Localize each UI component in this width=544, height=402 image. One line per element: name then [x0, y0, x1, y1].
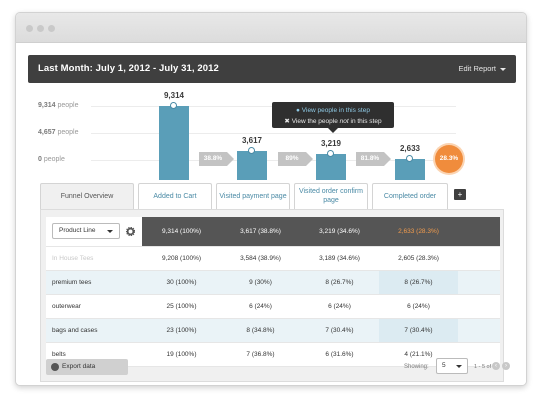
table-cell: 6 (24%) [300, 294, 379, 319]
chevron-down-icon [456, 365, 462, 368]
header-cell: 3,617 (38.8%) [221, 217, 300, 247]
bar-value-label: 9,314 [163, 91, 185, 100]
add-step-button[interactable]: + [454, 189, 466, 200]
step-tooltip: ● View people in this step ✖ View the pe… [272, 102, 394, 133]
bar-marker-icon [327, 150, 334, 157]
table-cell: 3,189 (34.6%) [300, 246, 379, 271]
tab-completed-order[interactable]: Completed order [372, 183, 448, 209]
bar-marker-icon [406, 155, 413, 162]
tab-visited-payment-page[interactable]: Visited payment page [216, 183, 290, 209]
row-label: outerwear [46, 294, 142, 319]
y-label-zero: 0 people [38, 156, 65, 163]
table-row[interactable]: outerwear 25 (100%) 6 (24%) 6 (24%) 6 (2… [46, 294, 500, 319]
funnel-bar[interactable] [395, 159, 425, 180]
y-label-mid: 4,657 people [38, 129, 79, 136]
funnel-bar[interactable] [237, 151, 267, 180]
window-dot-icon[interactable] [26, 25, 33, 32]
edit-report-button[interactable]: Edit Report [458, 64, 506, 73]
table-cell: 2,605 (28.3%) [379, 246, 458, 271]
breakdown-table: Product Line 9,314 (100%) 3,617 (38.8%) … [46, 217, 500, 367]
chevron-down-icon [500, 67, 506, 71]
tab-visited-order-confirm-page[interactable]: Visited order confirm page [294, 183, 368, 209]
table-row[interactable]: premium tees 30 (100%) 9 (30%) 8 (26.7%)… [46, 270, 500, 295]
funnel-bar[interactable] [316, 154, 346, 180]
table-cell: 9,208 (100%) [142, 246, 221, 271]
page-size-select[interactable]: 5 [436, 358, 468, 374]
export-data-button[interactable]: Export data [46, 359, 128, 375]
table-cell: 23 (100%) [142, 318, 221, 343]
funnel-bar[interactable] [159, 106, 189, 180]
table-cell: 6 (24%) [379, 294, 458, 319]
prev-page-button[interactable]: ‹ [492, 362, 500, 370]
page-info: 1 - 5 of 16 [474, 364, 499, 370]
table-cell: 3,584 (38.9%) [221, 246, 300, 271]
table-cell: 7 (36.8%) [221, 342, 300, 367]
chevron-down-icon [107, 230, 113, 234]
report-header: Last Month: July 1, 2012 - July 31, 2012… [28, 55, 516, 83]
table-cell: 8 (34.8%) [221, 318, 300, 343]
export-icon [51, 363, 59, 371]
bar-marker-icon [170, 102, 177, 109]
bar-value-label: 2,633 [399, 144, 421, 153]
table-cell: 8 (26.7%) [379, 270, 458, 295]
header-cell: 3,219 (34.6%) [300, 217, 379, 247]
table-cell: 9 (30%) [221, 270, 300, 295]
tab-funnel-overview[interactable]: Funnel Overview [40, 183, 134, 209]
funnel-tabs: Funnel Overview Added to Cart Visited pa… [40, 183, 480, 209]
table-cell: 8 (26.7%) [300, 270, 379, 295]
row-label: bags and cases [46, 318, 142, 343]
edit-report-label: Edit Report [458, 64, 496, 73]
window-dot-icon[interactable] [48, 25, 55, 32]
showing-label: Showing: [404, 364, 429, 370]
row-label: premium tees [46, 270, 142, 295]
header-cell: 9,314 (100%) [142, 217, 221, 247]
gridline [91, 133, 456, 134]
conversion-arrow: 89% [278, 152, 313, 166]
table-cell: 6 (31.6%) [300, 342, 379, 367]
next-page-button[interactable]: › [502, 362, 510, 370]
table-cell: 7 (30.4%) [300, 318, 379, 343]
bar-value-label: 3,219 [320, 139, 342, 148]
bar-marker-icon [248, 147, 255, 154]
y-label-max: 9,314 people [38, 102, 79, 109]
conversion-arrow: 81.8% [356, 152, 391, 166]
view-people-not-in-step-link[interactable]: ✖ View the people not in this step [284, 118, 382, 125]
table-cell: 19 (100%) [142, 342, 221, 367]
overall-conversion-badge: 28.3% [435, 145, 463, 173]
product-line-dropdown[interactable]: Product Line [52, 223, 120, 240]
table-cell: 7 (30.4%) [379, 318, 458, 343]
person-icon: ● [296, 107, 300, 114]
app-window: Last Month: July 1, 2012 - July 31, 2012… [15, 12, 527, 386]
table-row[interactable]: bags and cases 23 (100%) 8 (34.8%) 7 (30… [46, 318, 500, 343]
table-header-row: Product Line 9,314 (100%) 3,617 (38.8%) … [46, 217, 500, 247]
gridline [91, 160, 456, 161]
plus-icon: + [457, 190, 463, 199]
breakdown-panel: Product Line 9,314 (100%) 3,617 (38.8%) … [40, 209, 510, 382]
table-cell: 25 (100%) [142, 294, 221, 319]
window-chrome [16, 13, 526, 43]
tab-added-to-cart[interactable]: Added to Cart [138, 183, 212, 209]
report-content: Last Month: July 1, 2012 - July 31, 2012… [16, 43, 526, 385]
table-cell: 6 (24%) [221, 294, 300, 319]
table-cell: 30 (100%) [142, 270, 221, 295]
window-dot-icon[interactable] [37, 25, 44, 32]
gear-icon[interactable] [125, 226, 135, 236]
view-people-in-step-link[interactable]: ● View people in this step [296, 107, 370, 114]
header-cell-empty [458, 217, 500, 247]
table-row[interactable]: In House Tees 9,208 (100%) 3,584 (38.9%)… [46, 246, 500, 271]
row-label: In House Tees [46, 246, 142, 271]
header-cell: 2,633 (28.3%) [379, 217, 458, 247]
conversion-arrow: 38.8% [199, 152, 234, 166]
close-circle-icon: ✖ [284, 118, 290, 125]
report-title: Last Month: July 1, 2012 - July 31, 2012 [38, 63, 219, 74]
bar-value-label: 3,617 [241, 136, 263, 145]
